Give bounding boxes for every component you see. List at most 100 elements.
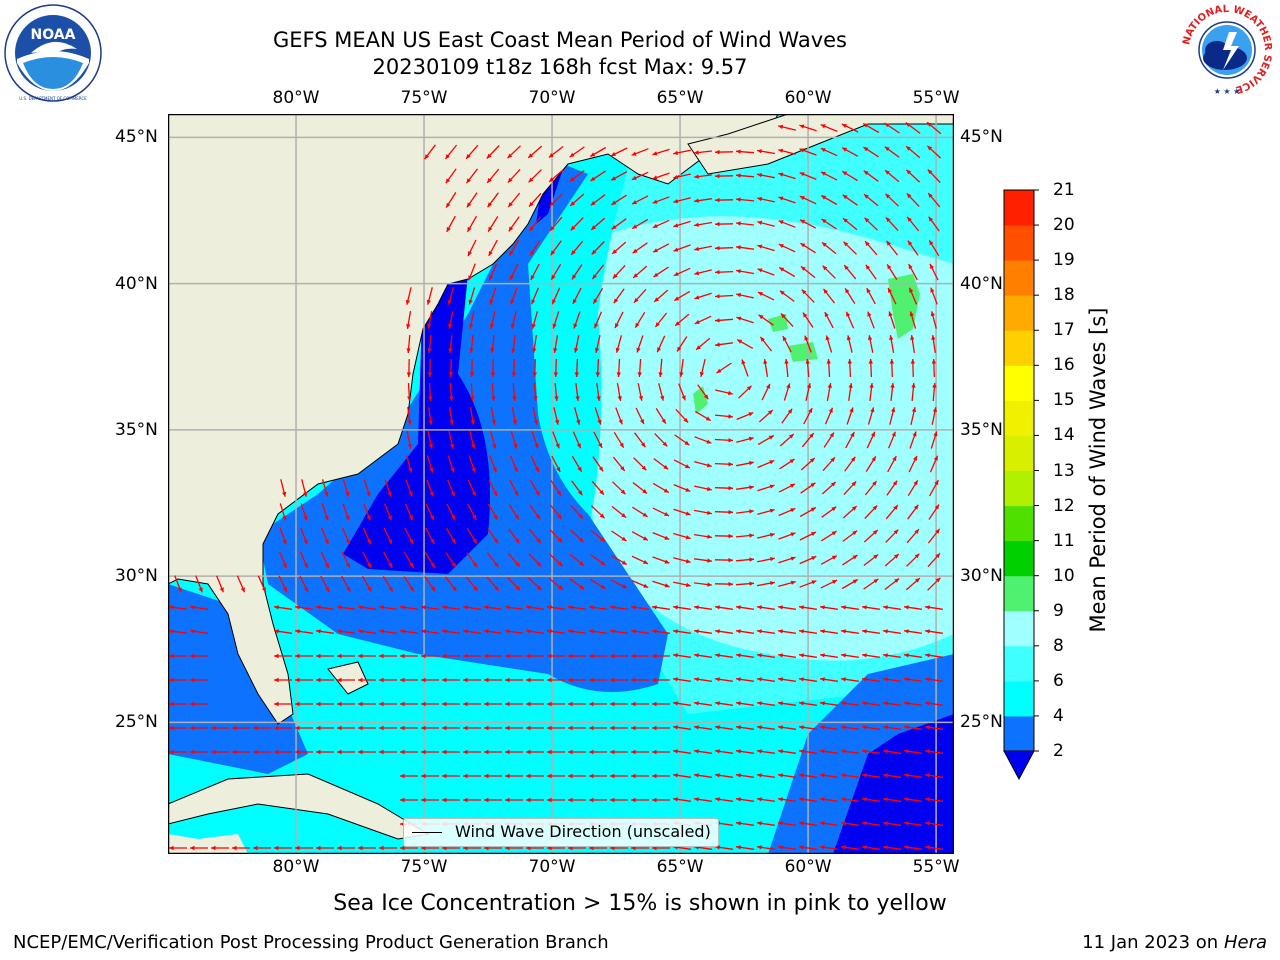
wind-wave-arrow-head [846, 335, 851, 341]
wind-wave-arrow-head [409, 586, 414, 592]
wind-wave-arrow-head [550, 226, 555, 231]
wind-wave-arrow-head [884, 146, 890, 152]
wind-wave-arrow-head [469, 348, 474, 353]
period-below-2-region [343, 274, 490, 574]
wind-wave-arrow-head [576, 443, 581, 449]
wind-wave-arrow-head [553, 372, 558, 377]
wind-wave-arrow-head [715, 797, 720, 802]
wind-wave-arrow-head [736, 149, 741, 154]
wind-wave-arrow-head [872, 505, 878, 511]
wind-wave-arrow-head [757, 725, 762, 730]
colorbar-tick-label: 15 [1053, 390, 1075, 411]
wind-wave-arrow-head [551, 274, 556, 280]
wind-wave-arrow-head [930, 263, 934, 269]
wind-wave-arrow-head [673, 701, 678, 706]
wind-wave-arrow-head [913, 480, 918, 486]
wind-wave-arrow-head [757, 653, 762, 658]
land-cuba [168, 773, 430, 840]
wind-wave-arrow-head [508, 202, 513, 207]
wind-wave-arrow-head [741, 359, 746, 365]
wind-wave-arrow-head [736, 605, 741, 610]
wind-wave-arrow-head [808, 408, 813, 413]
wind-wave-arrow-head [685, 559, 691, 564]
wind-wave-arrow-head [653, 272, 659, 277]
wind-wave-arrow-head [451, 515, 455, 521]
wind-wave-arrow-head [831, 506, 837, 512]
wind-wave-arrow-head [728, 510, 733, 515]
wind-wave-arrow-head [463, 653, 468, 659]
wind-wave-arrow-head [529, 226, 534, 232]
wind-wave-arrow-head [526, 797, 531, 803]
wind-wave-arrow-head [706, 463, 712, 468]
wind-wave-arrow-head [274, 749, 279, 755]
wind-wave-arrow-head [552, 323, 557, 329]
wind-wave-arrow-head [820, 629, 825, 634]
wind-wave-arrow-head [473, 586, 478, 591]
wind-wave-arrow-head [631, 629, 636, 634]
lat-tick-label-left: 25°N [115, 712, 158, 733]
wind-wave-arrow-head [694, 701, 699, 706]
wind-wave-arrow-head [788, 434, 794, 439]
wind-wave-arrow-head [484, 701, 489, 707]
wind-wave-arrow-head [636, 347, 641, 353]
wind-wave-arrow-head [526, 629, 531, 634]
map-title: GEFS MEAN US East Coast Mean Period of W… [273, 28, 847, 52]
wind-wave-arrow-head [553, 348, 558, 353]
wind-wave-arrow-head [829, 432, 834, 438]
wind-wave-arrow-head [664, 512, 670, 516]
wind-wave-arrow-head [557, 561, 563, 567]
wind-wave-arrow-head [484, 605, 489, 610]
wind-wave-arrow-head [935, 577, 941, 583]
wind-wave-arrow-head [442, 773, 447, 779]
wind-wave-arrow-head [894, 578, 900, 583]
wind-wave-arrow-head [548, 153, 554, 158]
wind-wave-arrow-head [591, 225, 596, 230]
wind-wave-arrow-head [556, 490, 561, 496]
wind-wave-arrow-head [746, 385, 752, 391]
wind-wave-arrow-head [358, 653, 363, 659]
wind-wave-arrow-head [611, 224, 617, 230]
wind-wave-arrow-head [631, 175, 637, 180]
wind-wave-arrow-head [466, 202, 472, 208]
wind-wave-arrow-head [589, 701, 594, 707]
wind-wave-arrow-head [400, 725, 405, 731]
wind-wave-arrow-head [934, 504, 939, 510]
wind-wave-arrow-head [862, 653, 867, 658]
wind-wave-arrow-head [555, 419, 560, 425]
wind-wave-arrow-head [904, 845, 909, 850]
wind-wave-arrow-head [450, 467, 455, 473]
wind-wave-arrow-head [652, 725, 657, 731]
lat-tick-label-left: 30°N [115, 566, 158, 587]
wind-wave-arrow-head [769, 484, 775, 489]
wind-wave-arrow-head [366, 539, 371, 545]
wind-wave-arrow-head [367, 563, 372, 568]
wind-wave-arrow-head [675, 321, 680, 326]
wind-wave-arrow-head [779, 290, 785, 295]
wind-wave-arrow-head [778, 172, 784, 177]
wind-wave-arrow-head [699, 371, 705, 377]
wind-wave-arrow-head [337, 653, 342, 659]
wind-wave-arrow-head [283, 587, 287, 593]
lon-tick-label-top: 55°W [912, 88, 960, 108]
map-border [167, 113, 955, 855]
wind-wave-arrow-head [358, 845, 363, 851]
wind-wave-arrow-head [696, 345, 701, 350]
wind-wave-arrow-head [282, 563, 287, 569]
wind-wave-arrow-head [511, 372, 516, 377]
wind-wave-arrow-head [505, 797, 510, 803]
wind-wave-arrow-head [862, 629, 867, 634]
wind-wave-arrow-head [673, 653, 678, 658]
wind-wave-arrow-head [610, 749, 615, 755]
wind-wave-arrow-head [820, 701, 825, 706]
wind-wave-arrow-head [316, 653, 321, 659]
wind-wave-arrow-head [715, 246, 720, 251]
wind-wave-arrow-head [930, 311, 935, 317]
wind-wave-arrow-head [618, 419, 623, 425]
wind-wave-arrow-head [927, 169, 933, 175]
credit-machine: Hera [1223, 932, 1267, 953]
wind-wave-arrow-head [707, 510, 712, 515]
wind-wave-arrow-head [757, 244, 763, 249]
wind-wave-arrow-head [488, 250, 493, 256]
wind-wave-arrow-head [914, 529, 919, 534]
wind-wave-arrow-head [509, 250, 514, 256]
